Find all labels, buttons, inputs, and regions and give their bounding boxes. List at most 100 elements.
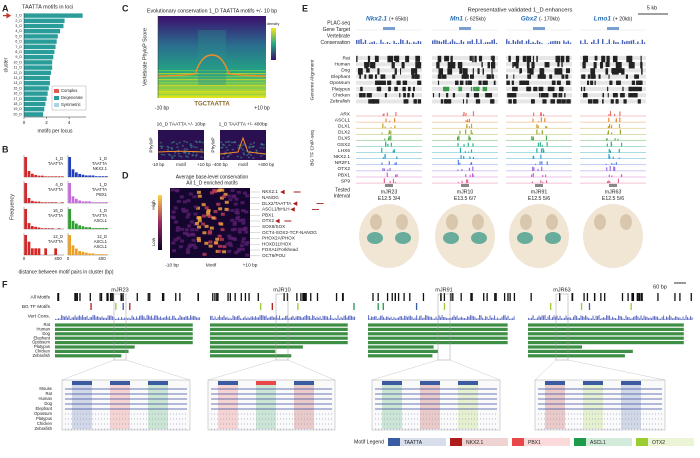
conservation-bar — [491, 40, 492, 44]
motif-tick — [450, 293, 451, 301]
alignment-block — [494, 81, 496, 85]
alignment-block — [508, 99, 512, 103]
histogram-bar — [28, 223, 31, 229]
chip-peak — [532, 167, 533, 171]
legend-title: Motif Legend — [354, 439, 384, 445]
conservation-bar — [163, 318, 164, 320]
conservation-bar — [415, 43, 416, 44]
inset-cell — [168, 147, 170, 149]
enhancer-name: mJR23 — [381, 189, 398, 195]
conservation-bar — [231, 319, 232, 320]
chip-peak — [619, 149, 620, 153]
histogram-bar — [78, 251, 81, 255]
conservation-bar — [617, 42, 618, 44]
conservation-bar — [121, 317, 122, 320]
inset-cell — [234, 141, 236, 143]
conservation-bar — [606, 315, 607, 320]
conservation-bar — [452, 317, 453, 320]
motif-column — [110, 385, 130, 429]
conservation-bar — [608, 316, 609, 320]
conservation-bar — [154, 315, 155, 320]
chip-peak — [536, 124, 537, 128]
chip-peak — [614, 164, 615, 165]
tf-motif-tick — [123, 303, 124, 310]
chip-peak — [470, 175, 471, 177]
heatmap-cell — [197, 237, 201, 240]
histogram-bar — [78, 174, 81, 177]
alignment-block — [364, 74, 366, 78]
conservation-bar — [684, 319, 685, 320]
heatmap-cell — [172, 211, 176, 214]
motif-tick — [90, 293, 91, 301]
conservation-bar — [572, 319, 573, 320]
motif-tick — [587, 293, 588, 301]
zoom-line — [288, 360, 335, 380]
chip-peak — [613, 157, 614, 159]
histogram-bar — [31, 226, 34, 229]
conservation-bar — [606, 43, 607, 44]
category-label: 2_D — [15, 19, 22, 23]
histogram-bar — [38, 176, 41, 177]
heatmap-cell — [219, 223, 223, 226]
alignment-block — [470, 56, 472, 61]
alignment-block — [389, 87, 390, 91]
alignment-block — [385, 93, 387, 97]
panel-title: All 1_D enriched motifs — [186, 180, 238, 186]
conservation-bar — [91, 317, 92, 320]
chip-peak — [616, 162, 617, 165]
alignment-block — [366, 68, 370, 72]
conservation-bar — [145, 319, 146, 320]
conservation-bar — [528, 318, 529, 320]
chip-peak — [394, 120, 395, 122]
motif-tick — [583, 293, 584, 301]
conservation-bar — [218, 317, 219, 320]
conservation-bar — [671, 317, 672, 320]
conservation-bar — [666, 316, 667, 320]
heatmap-cell — [241, 218, 245, 221]
alignment-block — [557, 81, 561, 85]
chip-peak — [613, 167, 614, 171]
conservation-bar — [669, 315, 670, 320]
alignment-block — [530, 74, 531, 78]
alignment-block — [628, 93, 632, 97]
alignment-block — [439, 74, 441, 78]
conservation-bar — [563, 318, 564, 320]
panel-letter: A — [2, 3, 9, 13]
alignment-track — [528, 328, 684, 331]
conservation-bar — [321, 319, 322, 320]
conservation-bar — [432, 40, 433, 44]
histogram-bar — [92, 202, 95, 203]
inset-cell — [231, 142, 233, 144]
motif-tick — [600, 293, 601, 301]
conservation-bar — [118, 318, 119, 320]
motif-tick — [230, 293, 231, 301]
conservation-bar — [380, 40, 381, 44]
conservation-bar — [115, 319, 116, 320]
conservation-bar — [96, 317, 97, 320]
chip-peak — [608, 126, 609, 128]
motif-tick — [245, 293, 246, 301]
alignment-track — [55, 345, 135, 348]
tf-motif-tick — [631, 303, 632, 310]
category-label: 3_D — [15, 24, 22, 28]
chip-peak — [533, 173, 534, 177]
inset-cell — [243, 154, 245, 156]
panel-letter: C — [122, 3, 129, 13]
category-label: 8_D — [15, 50, 22, 54]
chip-peak — [390, 135, 391, 140]
conservation-bar — [533, 315, 534, 320]
alignment-block — [583, 93, 587, 97]
chip-peak — [537, 169, 538, 171]
legend-label: OTX2 — [652, 440, 665, 446]
alignment-block — [566, 99, 571, 103]
conservation-bar — [458, 43, 459, 44]
conservation-bar — [348, 316, 349, 320]
chip-peak — [538, 143, 539, 147]
conservation-bar — [651, 318, 652, 320]
chip-peak — [536, 130, 537, 135]
conservation-bar — [351, 316, 352, 320]
inset-cell — [190, 143, 192, 145]
conservation-bar — [100, 318, 101, 320]
alignment-track — [432, 56, 498, 60]
heatmap-cell — [172, 249, 176, 252]
